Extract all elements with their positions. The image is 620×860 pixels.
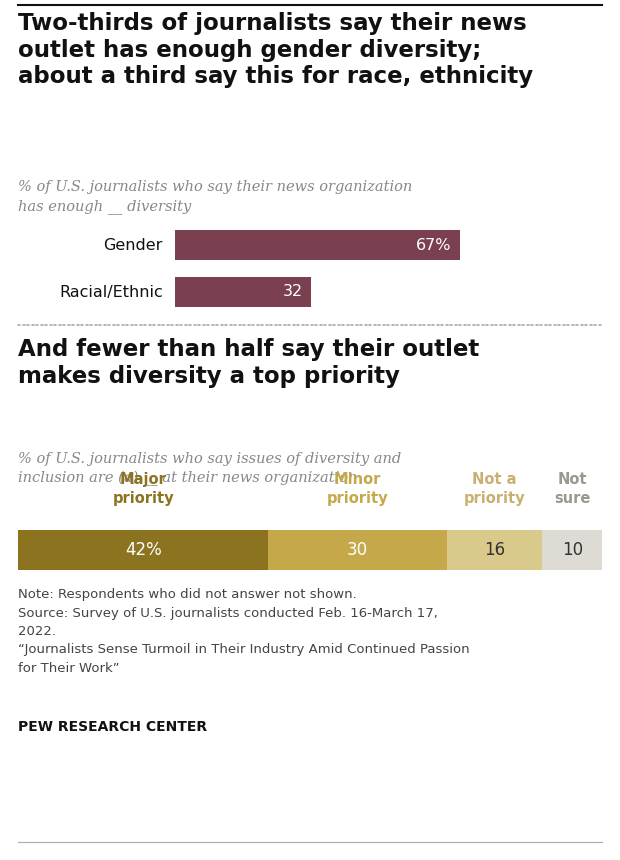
Bar	[18, 530, 268, 570]
Text: Minor
priority: Minor priority	[327, 472, 389, 506]
Text: 32: 32	[283, 285, 303, 299]
Text: % of U.S. journalists who say issues of diversity and
inclusion are (a) __ at th: % of U.S. journalists who say issues of …	[18, 452, 401, 487]
Bar	[175, 230, 460, 260]
Text: 16: 16	[484, 541, 505, 559]
Text: Two-thirds of journalists say their news
outlet has enough gender diversity;
abo: Two-thirds of journalists say their news…	[18, 12, 533, 89]
Text: 67%: 67%	[416, 237, 452, 253]
Bar	[542, 530, 602, 570]
Text: And fewer than half say their outlet
makes diversity a top priority: And fewer than half say their outlet mak…	[18, 338, 479, 388]
Bar	[175, 277, 311, 307]
Text: PEW RESEARCH CENTER: PEW RESEARCH CENTER	[18, 720, 207, 734]
Bar	[447, 530, 542, 570]
Text: 30: 30	[347, 541, 368, 559]
Text: Gender: Gender	[104, 237, 163, 253]
Text: Note: Respondents who did not answer not shown.
Source: Survey of U.S. journalis: Note: Respondents who did not answer not…	[18, 588, 469, 675]
Text: 10: 10	[562, 541, 583, 559]
Text: 42%: 42%	[125, 541, 162, 559]
Text: Not a
priority: Not a priority	[464, 472, 526, 506]
Bar	[268, 530, 447, 570]
Text: Not
sure: Not sure	[554, 472, 590, 506]
Text: Racial/Ethnic: Racial/Ethnic	[60, 285, 163, 299]
Text: % of U.S. journalists who say their news organization
has enough __ diversity: % of U.S. journalists who say their news…	[18, 180, 412, 214]
Text: Major
priority: Major priority	[112, 472, 174, 506]
